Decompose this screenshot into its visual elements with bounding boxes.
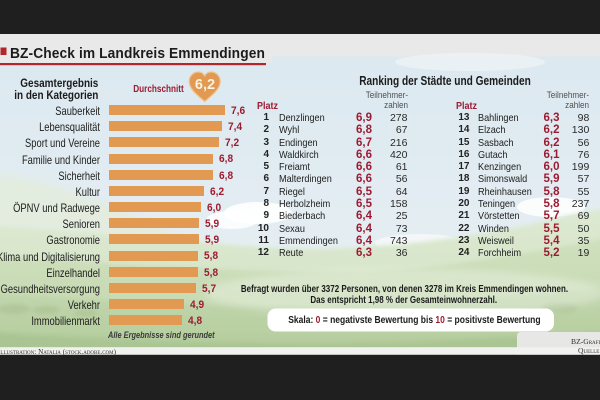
svg-text:6,2: 6,2 bbox=[195, 77, 215, 93]
